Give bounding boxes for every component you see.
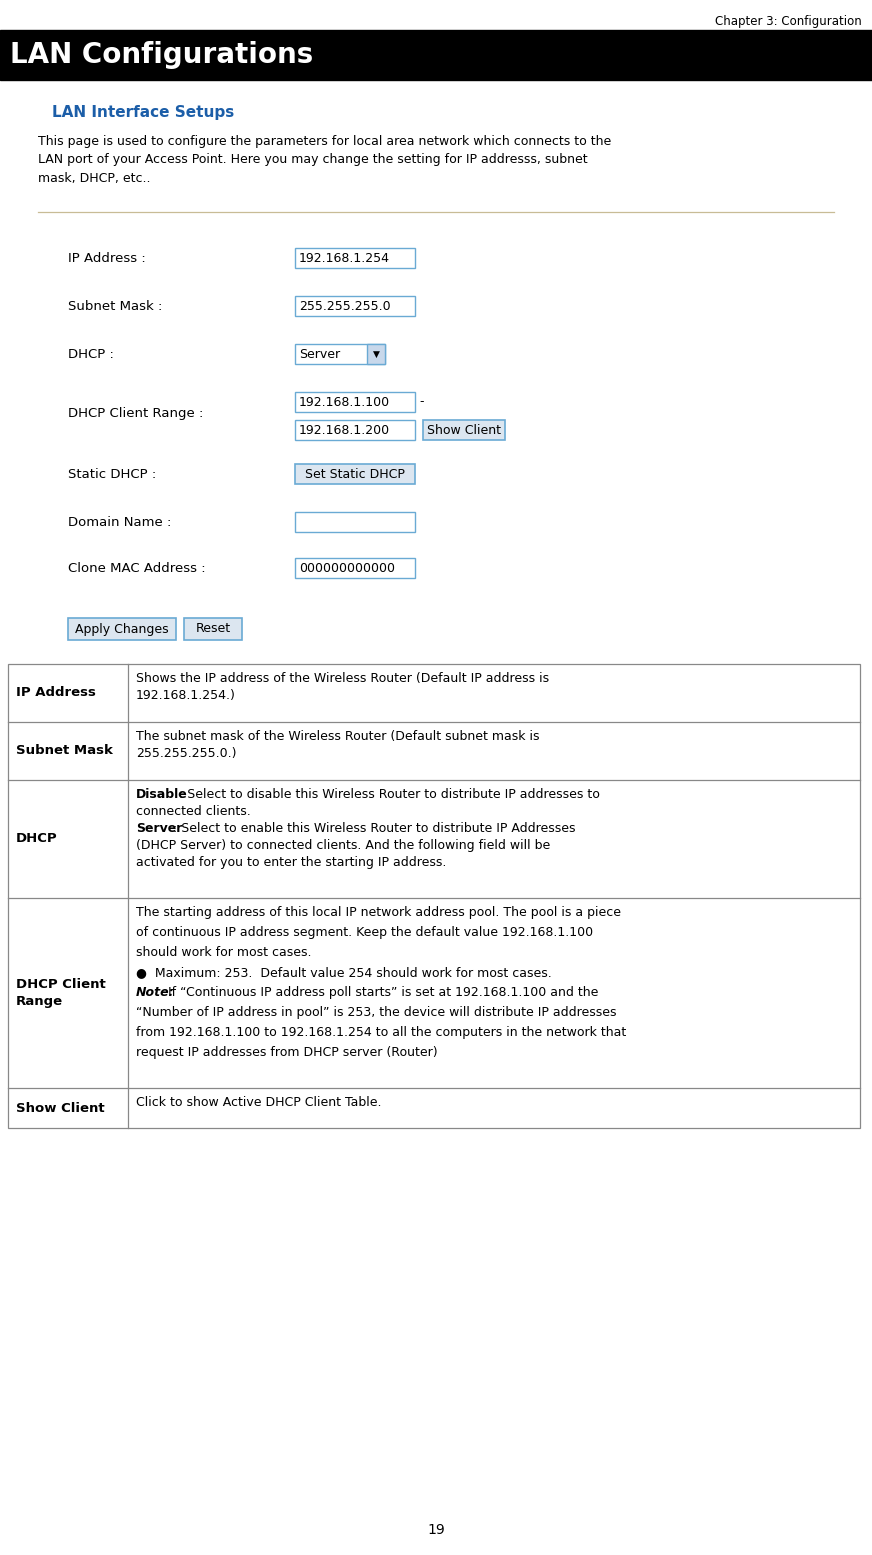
Text: 192.168.1.200: 192.168.1.200	[299, 423, 390, 437]
Text: “Number of IP address in pool” is 253, the device will distribute IP addresses: “Number of IP address in pool” is 253, t…	[136, 1006, 617, 1019]
Text: Clone MAC Address :: Clone MAC Address :	[68, 561, 206, 574]
Text: 255.255.255.0: 255.255.255.0	[299, 300, 391, 313]
Text: Disable: Disable	[136, 788, 187, 801]
FancyBboxPatch shape	[367, 344, 385, 364]
FancyBboxPatch shape	[295, 295, 415, 316]
Text: LAN Configurations: LAN Configurations	[10, 40, 313, 68]
Text: connected clients.: connected clients.	[136, 805, 251, 818]
Text: Click to show Active DHCP Client Table.: Click to show Active DHCP Client Table.	[136, 1096, 381, 1109]
Text: Set Static DHCP: Set Static DHCP	[305, 468, 405, 480]
Text: Show Client: Show Client	[427, 423, 501, 437]
FancyBboxPatch shape	[295, 247, 415, 267]
FancyBboxPatch shape	[184, 617, 242, 641]
Text: 000000000000: 000000000000	[299, 561, 395, 574]
FancyBboxPatch shape	[295, 463, 415, 484]
Text: (DHCP Server) to connected clients. And the following field will be: (DHCP Server) to connected clients. And …	[136, 840, 550, 852]
Text: Subnet Mask :: Subnet Mask :	[68, 300, 162, 313]
FancyBboxPatch shape	[68, 617, 176, 641]
Text: : Select to disable this Wireless Router to distribute IP addresses to: : Select to disable this Wireless Router…	[179, 788, 600, 801]
Text: Reset: Reset	[195, 622, 230, 636]
FancyBboxPatch shape	[295, 420, 415, 440]
Text: : Select to enable this Wireless Router to distribute IP Addresses: : Select to enable this Wireless Router …	[173, 823, 576, 835]
Text: Shows the IP address of the Wireless Router (Default IP address is: Shows the IP address of the Wireless Rou…	[136, 672, 549, 686]
Text: If “Continuous IP address poll starts” is set at 192.168.1.100 and the: If “Continuous IP address poll starts” i…	[164, 986, 598, 998]
Text: IP Address :: IP Address :	[68, 252, 146, 264]
Text: Note:: Note:	[136, 986, 174, 998]
FancyBboxPatch shape	[295, 558, 415, 578]
Text: Chapter 3: Configuration: Chapter 3: Configuration	[715, 16, 862, 28]
Text: ▼: ▼	[372, 350, 379, 359]
Text: -: -	[419, 395, 424, 409]
Text: Server: Server	[299, 347, 340, 361]
Text: Apply Changes: Apply Changes	[75, 622, 169, 636]
FancyBboxPatch shape	[295, 512, 415, 532]
Text: Domain Name :: Domain Name :	[68, 516, 172, 529]
Text: DHCP: DHCP	[16, 832, 58, 846]
Text: The subnet mask of the Wireless Router (Default subnet mask is: The subnet mask of the Wireless Router (…	[136, 729, 540, 743]
FancyBboxPatch shape	[295, 344, 385, 364]
Text: from 192.168.1.100 to 192.168.1.254 to all the computers in the network that: from 192.168.1.100 to 192.168.1.254 to a…	[136, 1026, 626, 1039]
Text: DHCP Client Range :: DHCP Client Range :	[68, 407, 203, 420]
Text: IP Address: IP Address	[16, 686, 96, 700]
Text: 192.168.1.254: 192.168.1.254	[299, 252, 390, 264]
Text: Subnet Mask: Subnet Mask	[16, 745, 112, 757]
Text: 19: 19	[427, 1522, 445, 1536]
Text: 255.255.255.0.): 255.255.255.0.)	[136, 746, 236, 760]
Text: Show Client: Show Client	[16, 1101, 105, 1115]
Text: Server: Server	[136, 823, 182, 835]
FancyBboxPatch shape	[423, 420, 505, 440]
Text: This page is used to configure the parameters for local area network which conne: This page is used to configure the param…	[38, 135, 611, 185]
Bar	[0, 30, 872, 79]
Text: 192.168.1.254.): 192.168.1.254.)	[136, 689, 235, 701]
Text: DHCP Client
Range: DHCP Client Range	[16, 978, 106, 1008]
Text: ●  Maximum: 253.  Default value 254 should work for most cases.: ● Maximum: 253. Default value 254 should…	[136, 966, 552, 980]
Text: The starting address of this local IP network address pool. The pool is a piece: The starting address of this local IP ne…	[136, 907, 621, 919]
Text: LAN Interface Setups: LAN Interface Setups	[52, 106, 235, 120]
Text: activated for you to enter the starting IP address.: activated for you to enter the starting …	[136, 855, 446, 869]
Text: should work for most cases.: should work for most cases.	[136, 945, 311, 959]
Bar	[8, 664, 860, 1127]
Text: 192.168.1.100: 192.168.1.100	[299, 395, 390, 409]
Text: request IP addresses from DHCP server (Router): request IP addresses from DHCP server (R…	[136, 1047, 438, 1059]
Text: DHCP :: DHCP :	[68, 347, 114, 361]
Text: of continuous IP address segment. Keep the default value 192.168.1.100: of continuous IP address segment. Keep t…	[136, 925, 593, 939]
FancyBboxPatch shape	[295, 392, 415, 412]
Text: Static DHCP :: Static DHCP :	[68, 468, 156, 480]
